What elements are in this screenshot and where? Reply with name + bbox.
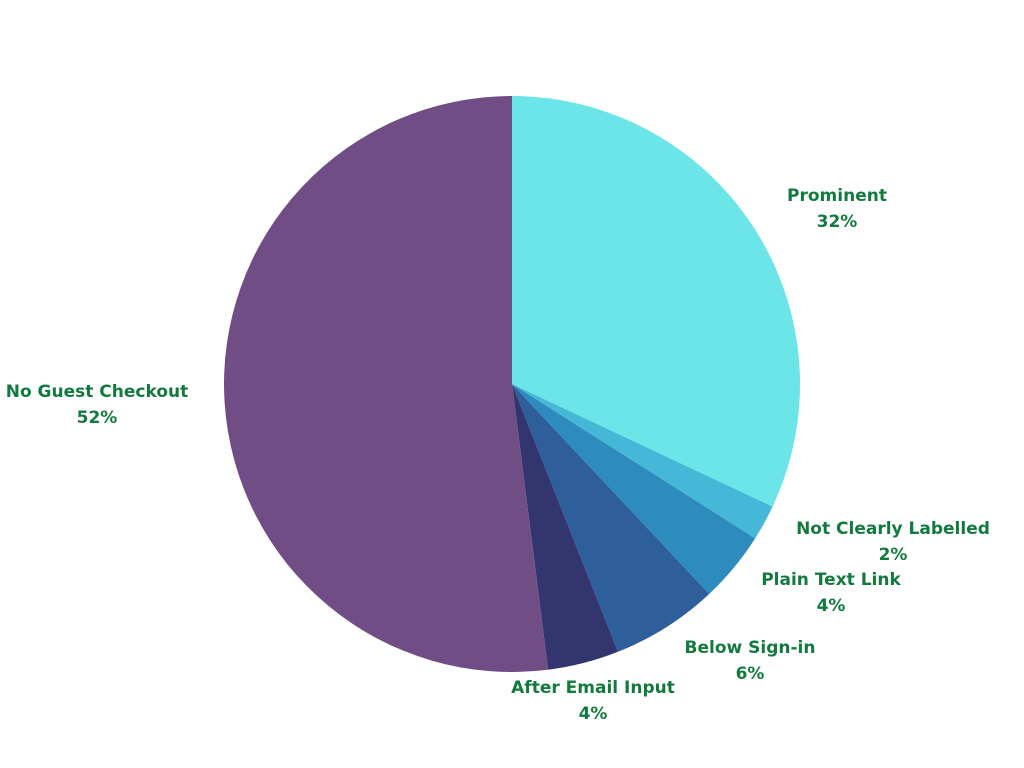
slice-value-label: 4% — [579, 704, 608, 724]
slice-value-label: 6% — [736, 664, 765, 684]
slice-label: No Guest Checkout — [6, 382, 189, 402]
slice-value-label: 4% — [817, 596, 846, 616]
slice-label: After Email Input — [511, 678, 675, 698]
pie-slice — [512, 384, 619, 670]
pie-slice — [512, 384, 756, 594]
slice-value-label: 2% — [879, 545, 908, 565]
pie-slice — [512, 384, 710, 652]
slice-value-label: 52% — [77, 408, 118, 428]
pie-slice — [224, 96, 549, 672]
slice-label: Prominent — [787, 186, 887, 206]
pie-slice — [512, 96, 800, 507]
slice-label: Plain Text Link — [761, 570, 901, 590]
pie-slice — [512, 384, 773, 539]
slice-label: Below Sign-in — [685, 638, 816, 658]
slice-label: Not Clearly Labelled — [796, 519, 990, 539]
slice-value-label: 32% — [817, 212, 858, 232]
